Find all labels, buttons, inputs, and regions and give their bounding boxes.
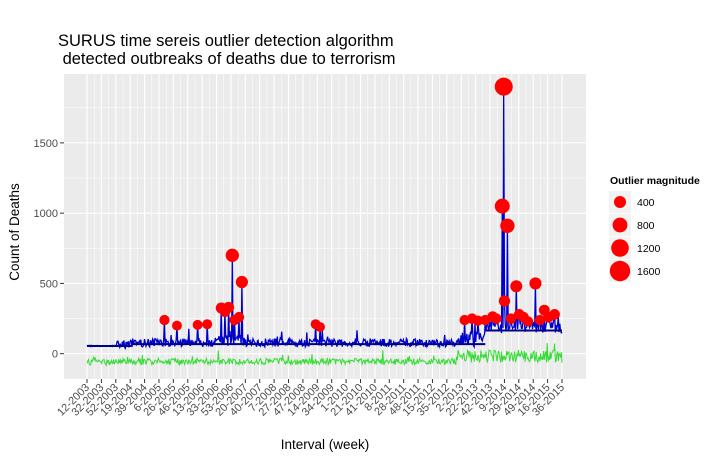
legend-title: Outlier magnitude <box>610 175 700 187</box>
outlier-point <box>505 313 517 324</box>
outlier-point <box>202 319 213 330</box>
legend-key-symbol <box>612 217 628 233</box>
outlier-point <box>225 248 239 262</box>
residual-series-line <box>86 342 563 367</box>
outlier-point <box>500 218 515 233</box>
legend-entry-label: 1200 <box>637 243 661 255</box>
chart-title-line-1: SURUS time sereis outlier detection algo… <box>58 32 394 50</box>
outlier-point <box>192 319 203 330</box>
outlier-point <box>529 277 542 290</box>
outlier-point <box>491 313 502 324</box>
plot-panel <box>64 74 586 379</box>
outlier-point <box>498 295 511 307</box>
y-tick-label: 0 <box>52 349 58 361</box>
legend: Outlier magnitude 400 800 1200 1600 <box>609 175 700 282</box>
legend-entry-label: 1600 <box>637 266 661 278</box>
legend-key-symbol <box>609 260 631 282</box>
legend-entry-label: 400 <box>637 197 655 209</box>
y-axis-title: Count of Deaths <box>7 183 22 281</box>
chart-title-line-2: detected outbreaks of deaths due to terr… <box>58 50 396 68</box>
outlier-point <box>159 314 170 326</box>
y-tick-label: 500 <box>40 278 58 290</box>
y-tick-label: 1000 <box>34 208 58 220</box>
y-tick-label: 1500 <box>34 138 58 150</box>
outlier-point <box>235 275 248 289</box>
legend-entry-label: 800 <box>637 220 655 232</box>
legend-key-symbol <box>614 196 626 208</box>
outlier-point <box>494 77 513 96</box>
x-axis-title: Interval (week) <box>281 437 370 452</box>
outlier-point <box>510 280 523 293</box>
series-layer <box>86 86 563 367</box>
observed-series-line <box>86 86 563 350</box>
outlier-point <box>522 316 534 327</box>
legend-key-symbol <box>611 239 629 257</box>
outlier-point <box>233 311 245 323</box>
outlier-point <box>494 198 510 214</box>
outlier-layer <box>159 77 560 332</box>
outlier-point <box>223 301 235 313</box>
outlier-point <box>172 320 182 331</box>
outlier-point <box>549 309 560 320</box>
outlier-point <box>472 315 484 326</box>
outlier-point <box>534 314 546 326</box>
outlier-point <box>315 322 325 332</box>
